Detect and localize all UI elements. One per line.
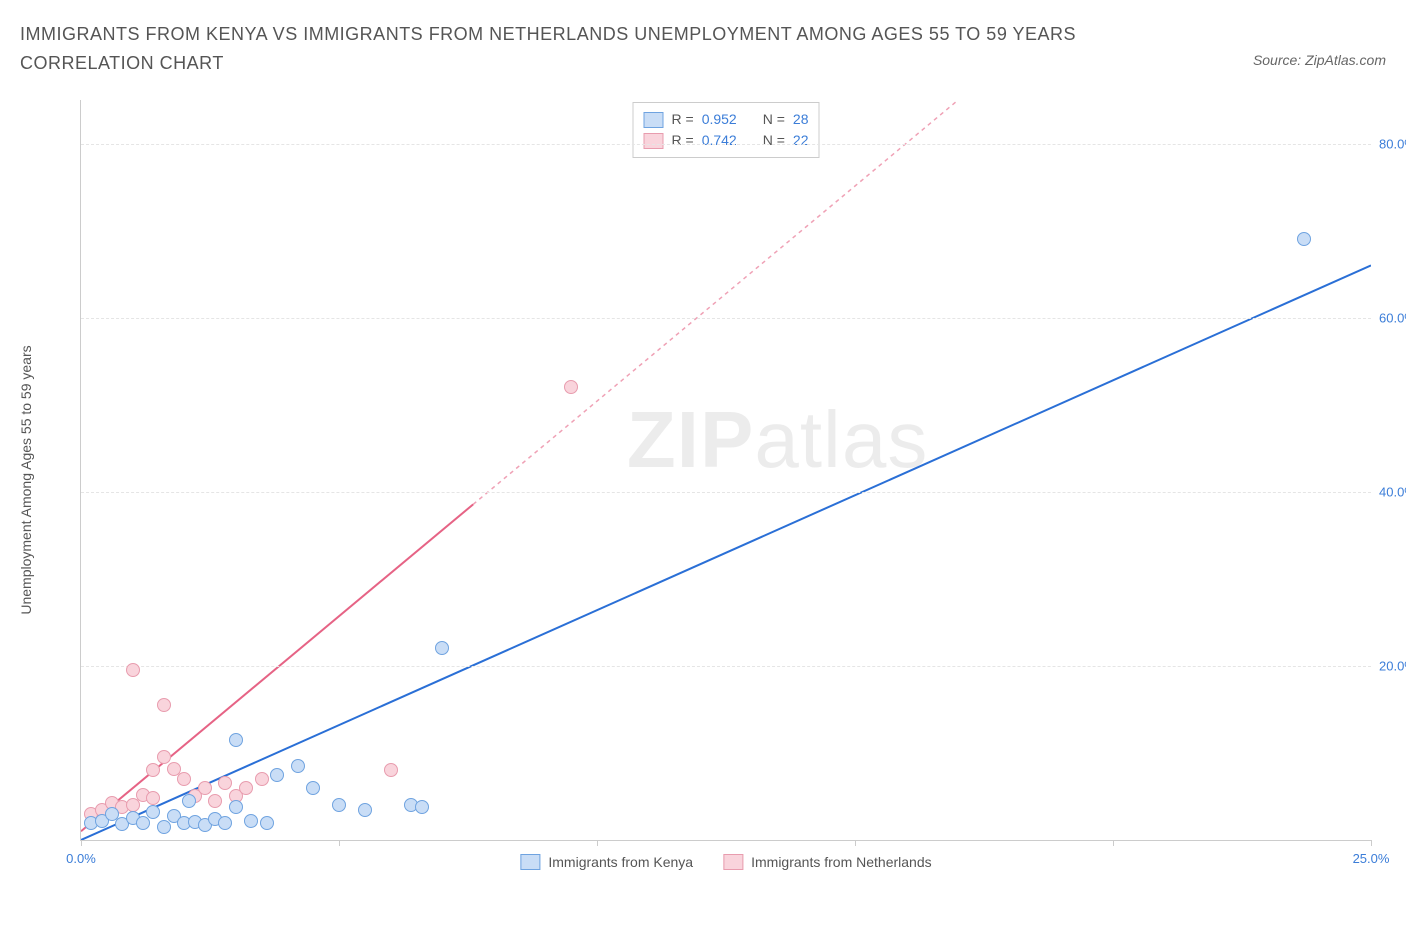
scatter-point — [306, 781, 320, 795]
scatter-point — [358, 803, 372, 817]
r-label: R = — [672, 130, 694, 151]
legend-label: Immigrants from Kenya — [548, 854, 693, 870]
scatter-point — [291, 759, 305, 773]
scatter-point — [146, 763, 160, 777]
x-tick — [597, 840, 598, 846]
scatter-point — [136, 816, 150, 830]
scatter-point — [198, 781, 212, 795]
plot-area: ZIPatlas R =0.952N =28R =0.742N =22 Immi… — [80, 100, 1371, 841]
scatter-point — [157, 698, 171, 712]
scatter-point — [229, 800, 243, 814]
regression-line-dashed — [473, 100, 958, 504]
gridline-h — [81, 144, 1371, 145]
scatter-point — [564, 380, 578, 394]
scatter-point — [244, 814, 258, 828]
x-tick — [1371, 840, 1372, 846]
plot-container: Unemployment Among Ages 55 to 59 years Z… — [60, 100, 1370, 860]
stats-legend-row: R = 0.742 N = 22 — [644, 130, 809, 151]
watermark-bold: ZIP — [627, 395, 754, 484]
watermark: ZIPatlas — [627, 394, 928, 486]
scatter-point — [157, 820, 171, 834]
legend-label: Immigrants from Netherlands — [751, 854, 932, 870]
legend-swatch — [520, 854, 540, 870]
bottom-legend-item: Immigrants from Netherlands — [723, 854, 932, 870]
scatter-point — [218, 776, 232, 790]
scatter-point — [260, 816, 274, 830]
scatter-point — [177, 772, 191, 786]
legend-swatch — [723, 854, 743, 870]
x-tick — [81, 840, 82, 846]
x-tick-label: 25.0% — [1353, 851, 1390, 866]
scatter-point — [146, 791, 160, 805]
scatter-point — [208, 794, 222, 808]
x-tick — [855, 840, 856, 846]
scatter-point — [157, 750, 171, 764]
x-tick — [1113, 840, 1114, 846]
scatter-point — [415, 800, 429, 814]
scatter-point — [218, 816, 232, 830]
scatter-point — [270, 768, 284, 782]
scatter-point — [126, 663, 140, 677]
scatter-point — [126, 798, 140, 812]
bottom-legend: Immigrants from Kenya Immigrants from Net… — [520, 854, 931, 870]
scatter-point — [239, 781, 253, 795]
n-value: 22 — [793, 130, 809, 151]
x-tick — [339, 840, 340, 846]
n-label: N = — [763, 109, 785, 130]
regression-line-solid — [81, 504, 473, 831]
y-tick-label: 40.0% — [1379, 484, 1406, 499]
watermark-thin: atlas — [754, 395, 928, 484]
scatter-point — [229, 733, 243, 747]
scatter-point — [332, 798, 346, 812]
regression-lines-svg — [81, 100, 1371, 840]
scatter-point — [146, 805, 160, 819]
y-axis-label: Unemployment Among Ages 55 to 59 years — [18, 345, 34, 614]
scatter-point — [182, 794, 196, 808]
r-value: 0.742 — [702, 130, 737, 151]
gridline-h — [81, 666, 1371, 667]
legend-swatch — [644, 112, 664, 128]
regression-line — [81, 265, 1371, 840]
chart-title: IMMIGRANTS FROM KENYA VS IMMIGRANTS FROM… — [20, 20, 1170, 78]
scatter-point — [255, 772, 269, 786]
scatter-point — [1297, 232, 1311, 246]
y-tick-label: 60.0% — [1379, 310, 1406, 325]
gridline-h — [81, 318, 1371, 319]
n-label: N = — [763, 130, 785, 151]
n-value: 28 — [793, 109, 809, 130]
scatter-point — [384, 763, 398, 777]
x-tick-label: 0.0% — [66, 851, 96, 866]
y-tick-label: 20.0% — [1379, 658, 1406, 673]
scatter-point — [435, 641, 449, 655]
y-tick-label: 80.0% — [1379, 136, 1406, 151]
stats-legend: R = 0.952 N = 28 R = 0.742 N = 22 — [633, 102, 820, 158]
r-label: R = — [672, 109, 694, 130]
stats-legend-row: R = 0.952 N = 28 — [644, 109, 809, 130]
bottom-legend-item: Immigrants from Kenya — [520, 854, 693, 870]
source-credit: Source: ZipAtlas.com — [1253, 52, 1386, 68]
gridline-h — [81, 492, 1371, 493]
r-value: 0.952 — [702, 109, 737, 130]
legend-swatch — [644, 133, 664, 149]
